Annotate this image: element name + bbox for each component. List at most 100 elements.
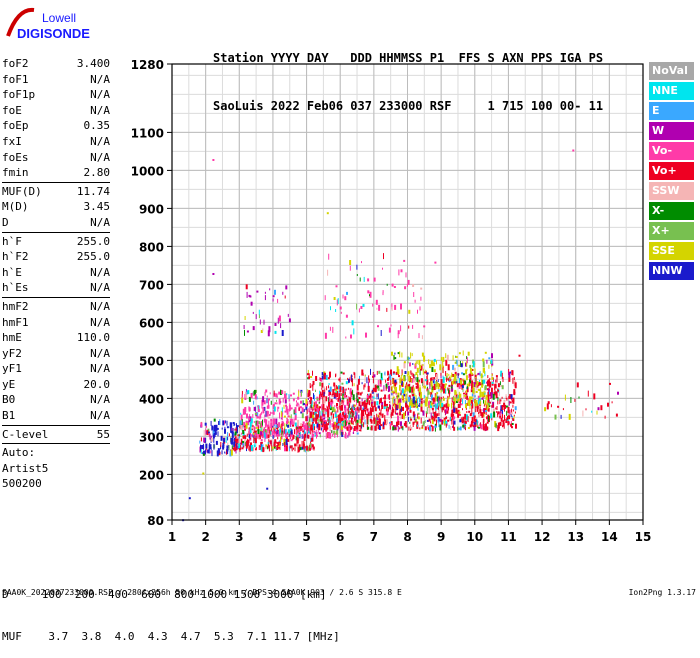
echo-trace-4 xyxy=(402,383,404,387)
param-row: MUF(D) 11.74 xyxy=(2,184,110,200)
echo-trace-2 xyxy=(258,405,260,411)
echo-trace-0 xyxy=(215,424,218,431)
echo-trace-3 xyxy=(439,424,442,431)
echo-trace-3 xyxy=(495,375,498,378)
echo-trace-6 xyxy=(398,269,400,276)
echo-trace-2 xyxy=(309,431,311,435)
echo-trace-5 xyxy=(278,315,281,322)
echo-trace-5 xyxy=(246,330,249,333)
echo-trace-3 xyxy=(460,397,462,402)
echo-trace-4 xyxy=(428,359,430,365)
echo-trace-4 xyxy=(409,401,410,408)
echo-trace-3 xyxy=(494,389,496,396)
echo-trace-1 xyxy=(311,437,314,442)
echo-trace-1 xyxy=(258,425,260,432)
echo-trace-4 xyxy=(466,356,468,360)
echo-trace-1 xyxy=(277,442,280,446)
echo-trace-3 xyxy=(450,426,452,430)
echo-trace-4 xyxy=(414,393,416,397)
echo-trace-5 xyxy=(281,330,284,336)
echo-trace-2 xyxy=(265,434,267,437)
echo-trace-4 xyxy=(439,364,442,371)
echo-trace-3 xyxy=(428,408,431,414)
echo-trace-1 xyxy=(279,444,281,450)
echo-trace-3 xyxy=(318,424,321,430)
echo-trace-7 xyxy=(547,401,550,405)
echo-trace-3 xyxy=(370,409,373,416)
echo-trace-2 xyxy=(257,429,260,434)
echo-trace-7 xyxy=(582,410,584,417)
echo-trace-3 xyxy=(332,424,334,430)
echo-trace-1 xyxy=(288,446,290,452)
echo-trace-5 xyxy=(280,323,282,329)
param-value: N/A xyxy=(90,265,110,279)
echo-trace-3 xyxy=(466,387,469,393)
echo-trace-3 xyxy=(351,374,353,381)
echo-trace-3 xyxy=(379,383,382,387)
echo-trace-4 xyxy=(430,394,433,401)
echo-trace-3 xyxy=(505,419,508,423)
echo-trace-4 xyxy=(464,394,467,397)
echo-trace-3 xyxy=(402,426,404,431)
echo-trace-2 xyxy=(276,434,279,437)
echo-trace-0 xyxy=(213,436,215,443)
param-value: N/A xyxy=(90,409,110,423)
echo-trace-3 xyxy=(445,409,447,415)
echo-trace-4 xyxy=(466,390,467,393)
param-row: h`E N/A xyxy=(2,265,110,281)
echo-trace-3 xyxy=(442,376,445,383)
echo-trace-2 xyxy=(319,399,321,404)
echo-trace-3 xyxy=(403,422,406,426)
echo-trace-4 xyxy=(422,368,424,375)
echo-trace-6 xyxy=(414,299,416,303)
echo-trace-3 xyxy=(512,418,515,421)
echo-trace-5 xyxy=(272,298,274,302)
echo-trace-2 xyxy=(294,407,297,414)
echo-trace-6 xyxy=(339,306,342,310)
echo-trace-1 xyxy=(306,432,308,436)
echo-trace-1 xyxy=(248,445,250,451)
echo-point xyxy=(572,149,575,152)
echo-trace-3 xyxy=(353,411,355,413)
echo-trace-1 xyxy=(244,440,246,446)
echo-trace-3 xyxy=(309,412,312,419)
echo-trace-3 xyxy=(409,409,412,413)
echo-trace-4 xyxy=(403,391,405,394)
echo-trace-2 xyxy=(318,419,320,426)
echo-trace-3 xyxy=(347,401,349,405)
echo-trace-4 xyxy=(437,383,440,387)
echo-trace-3 xyxy=(427,424,429,429)
echo-trace-3 xyxy=(353,426,356,431)
echo-trace-2 xyxy=(263,431,265,438)
echo-trace-3 xyxy=(507,421,510,425)
echo-trace-4 xyxy=(455,359,457,364)
echo-trace-3 xyxy=(379,399,380,405)
echo-trace-1 xyxy=(255,426,258,429)
echo-trace-1 xyxy=(242,424,244,430)
echo-trace-4 xyxy=(436,374,439,381)
echo-trace-3 xyxy=(457,426,459,431)
echo-trace-2 xyxy=(307,401,309,405)
echo-trace-2 xyxy=(347,420,349,424)
echo-trace-6 xyxy=(418,333,420,339)
echo-trace-3 xyxy=(514,406,517,411)
echo-trace-2 xyxy=(240,424,243,430)
echo-trace-3 xyxy=(486,416,489,420)
echo-trace-4 xyxy=(451,402,452,409)
echo-trace-3 xyxy=(384,419,387,424)
echo-trace-3 xyxy=(419,427,421,430)
echo-trace-1 xyxy=(264,428,266,433)
echo-trace-3 xyxy=(422,410,425,416)
echo-trace-2 xyxy=(290,429,293,435)
echo-trace-0 xyxy=(207,449,210,454)
echo-trace-1 xyxy=(235,438,238,445)
echo-trace-1 xyxy=(271,448,274,451)
echo-trace-2 xyxy=(294,422,297,427)
echo-trace-3 xyxy=(484,408,487,412)
echo-trace-4 xyxy=(415,403,418,409)
echo-trace-4 xyxy=(479,391,482,398)
echo-trace-2 xyxy=(264,433,266,440)
echo-trace-3 xyxy=(454,371,457,376)
echo-trace-2 xyxy=(263,400,266,405)
echo-trace-2 xyxy=(334,434,336,438)
